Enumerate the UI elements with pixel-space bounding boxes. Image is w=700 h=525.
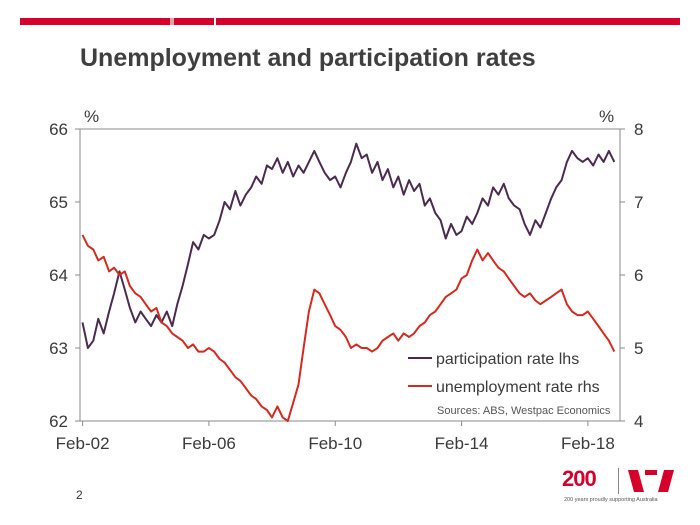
legend-participation-label: participation rate lhs <box>436 351 579 368</box>
logo-200-text: 200 <box>562 466 597 491</box>
x-axis-tick-label: Feb-02 <box>56 434 110 453</box>
left-axis-tick-label: 64 <box>49 266 68 285</box>
right-axis-unit-label: % <box>599 107 614 126</box>
right-axis-tick-label: 5 <box>634 339 643 358</box>
left-axis-unit-label: % <box>84 107 99 126</box>
x-axis-tick-label: Feb-06 <box>182 434 236 453</box>
left-axis-tick-label: 65 <box>49 193 68 212</box>
top-brand-bar <box>20 18 680 25</box>
logo-tagline: 200 years proudly supporting Australia <box>564 497 658 503</box>
source-note: Sources: ABS, Westpac Economics <box>437 405 611 417</box>
left-axis-tick-label: 66 <box>49 120 68 139</box>
x-axis-tick-label: Feb-18 <box>561 434 615 453</box>
legend-unemployment-label: unemployment rate rhs <box>436 379 600 396</box>
right-axis-tick-label: 6 <box>634 266 643 285</box>
right-axis-tick-label: 8 <box>634 120 643 139</box>
page-title: Unemployment and participation rates <box>80 44 536 72</box>
westpac-200-logo: 200 200 years proudly supporting Austral… <box>562 466 682 511</box>
participation-rate-line <box>81 142 616 349</box>
plot-area-frame <box>79 128 621 422</box>
right-axis-tick-label: 4 <box>634 412 643 431</box>
x-axis-tick-label: Feb-10 <box>308 434 362 453</box>
x-axis-tick-label: Feb-14 <box>435 434 489 453</box>
left-axis-tick-label: 62 <box>49 412 68 431</box>
left-axis-tick-label: 63 <box>49 339 68 358</box>
unemployment-rate-line <box>81 234 616 422</box>
logo-divider <box>618 468 619 494</box>
page-number: 2 <box>76 488 83 502</box>
westpac-w-icon <box>628 470 674 492</box>
right-axis-tick-label: 7 <box>634 193 643 212</box>
